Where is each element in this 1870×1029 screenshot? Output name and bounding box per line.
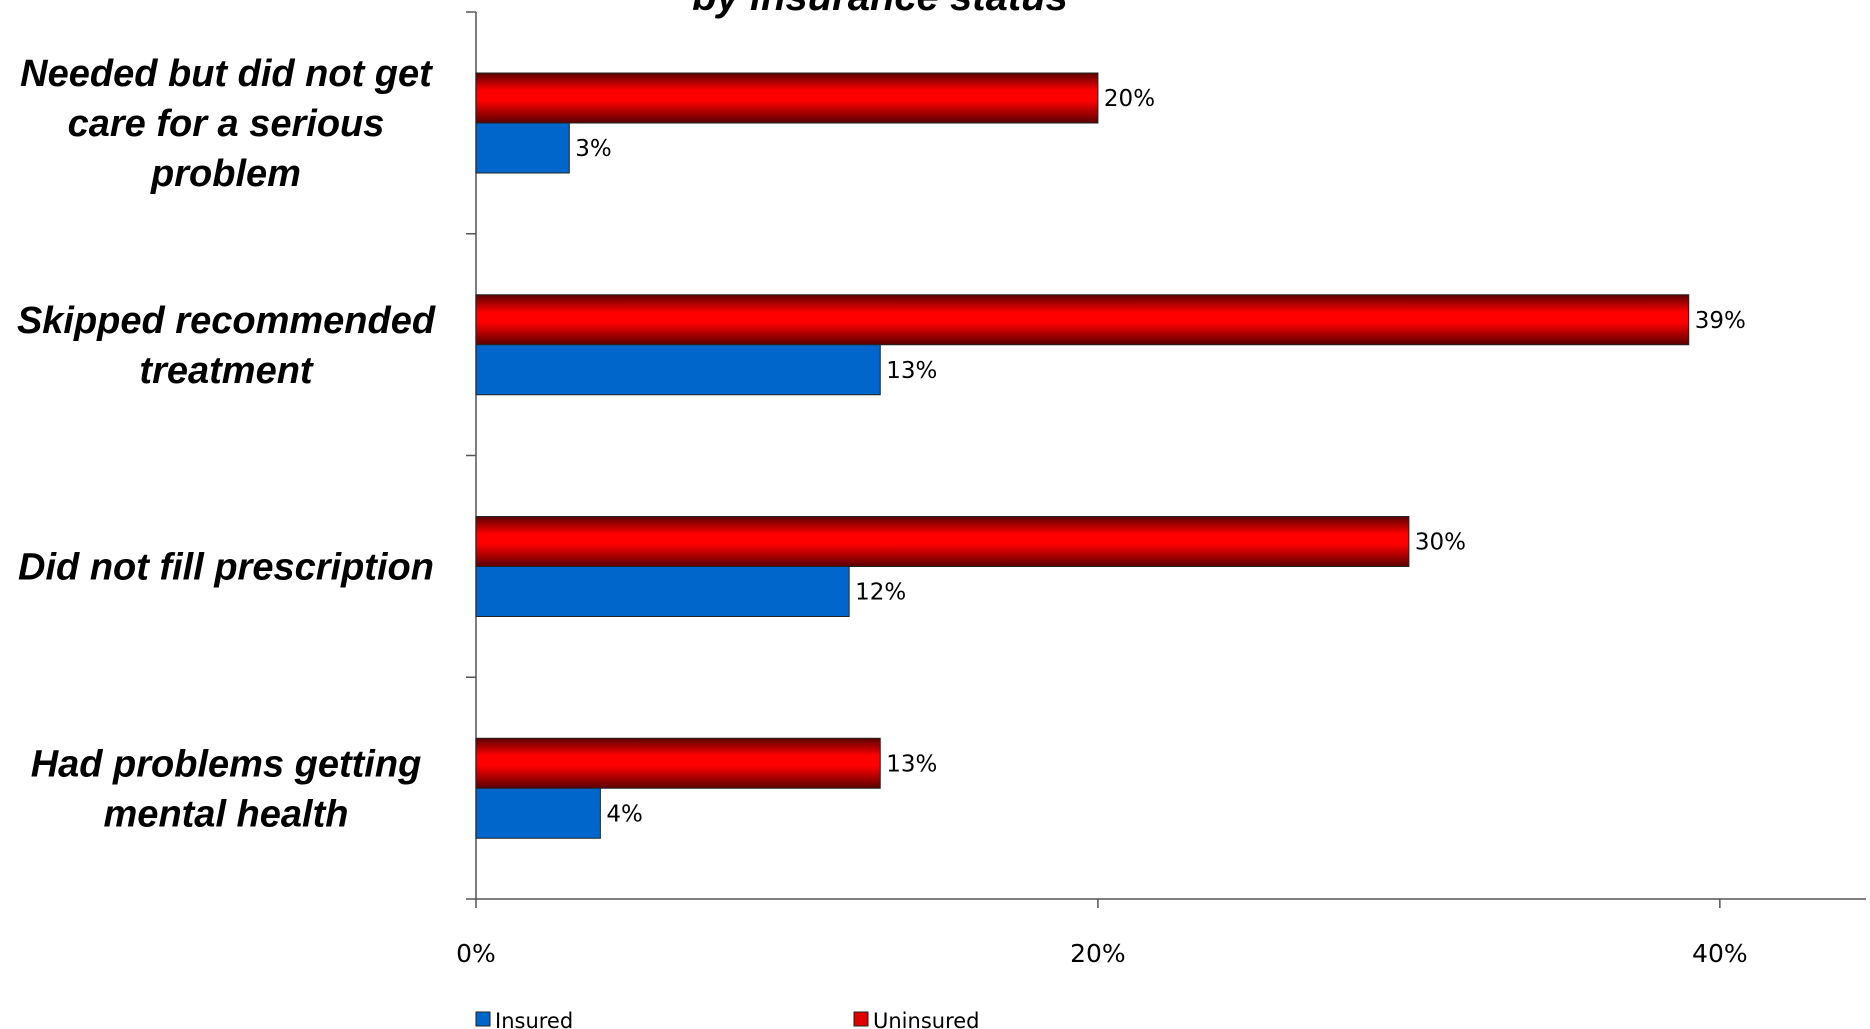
category-label-line: Needed but did not get <box>20 53 433 95</box>
category-label-line: care for a serious <box>68 103 385 145</box>
category-label-line: problem <box>150 153 301 195</box>
bar-insured <box>475 344 881 396</box>
legend-swatch-insured <box>475 1011 491 1027</box>
data-label-insured: 12% <box>855 580 906 606</box>
legend-label-uninsured: Uninsured <box>873 1009 980 1029</box>
data-label-uninsured: 30% <box>1415 530 1466 556</box>
x-tick-label: 0% <box>456 939 496 968</box>
legend-swatch-uninsured <box>853 1011 869 1027</box>
category-label: Skipped recommended treatment <box>17 300 436 392</box>
category-labels: Needed but did not get care for a serious… <box>17 53 436 835</box>
category-label-line: mental health <box>104 793 349 835</box>
category-label: Had problems getting mental health <box>31 743 422 835</box>
x-tick-label: 40% <box>1692 939 1748 968</box>
data-label-insured: 3% <box>575 136 612 162</box>
legend: Insured Uninsured <box>475 1009 980 1029</box>
category-label-line: treatment <box>139 350 313 392</box>
bar-insured <box>475 787 601 839</box>
bar-uninsured <box>475 72 1099 124</box>
data-label-uninsured: 13% <box>886 751 937 777</box>
category-label-line: Skipped recommended <box>17 300 436 342</box>
bars: 20% 3% 39% 13% 30% 12% 13% 4% <box>475 72 1746 839</box>
data-label-uninsured: 20% <box>1104 86 1155 112</box>
data-label-insured: 13% <box>886 358 937 384</box>
category-label-line: Did not fill prescription <box>18 547 434 589</box>
data-label-uninsured: 39% <box>1695 308 1746 334</box>
bar-uninsured <box>475 516 1410 567</box>
bar-insured <box>475 122 570 174</box>
bar-uninsured <box>475 294 1690 346</box>
category-label-line: Had problems getting <box>31 743 422 785</box>
data-label-insured: 4% <box>606 801 643 827</box>
x-tick-label: 20% <box>1070 939 1126 968</box>
bar-insured <box>475 566 850 617</box>
category-label: Needed but did not get care for a serious… <box>20 53 433 195</box>
chart-title: by insurance status <box>692 0 1068 19</box>
bar-uninsured <box>475 737 881 789</box>
legend-label-insured: Insured <box>495 1009 573 1029</box>
category-label: Did not fill prescription <box>18 547 434 589</box>
axes: 0% 20% 40% <box>456 11 1866 968</box>
